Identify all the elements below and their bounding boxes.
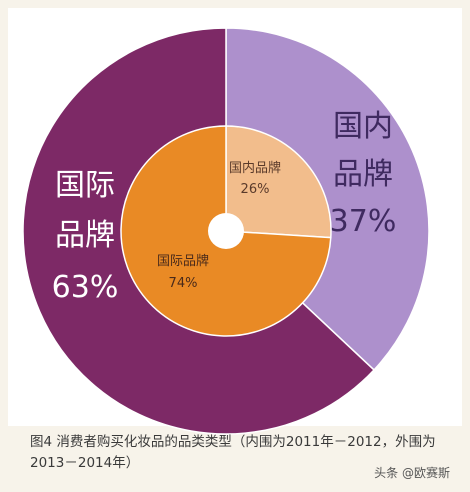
outer-intl-name-line2: 品牌 <box>55 218 115 253</box>
outer-domestic-name-line1: 国内 <box>333 109 393 144</box>
inner-domestic-name: 国内品牌 <box>229 160 281 176</box>
outer-intl-percent: 63% <box>52 270 119 305</box>
inner-intl-percent: 74% <box>169 276 198 291</box>
outer-slice-0 <box>225 27 430 372</box>
center-hole <box>208 213 244 249</box>
inner-slice-0 <box>225 125 332 239</box>
outer-domestic-name-line2: 品牌 <box>333 157 393 192</box>
inner-domestic-percent: 26% <box>241 182 270 197</box>
watermark: 头条 @欧赛斯 <box>374 466 450 480</box>
figure-caption: 图4 消费者购买化妆品的品类类型（内围为2011年－2012，外围为2013－2… <box>30 434 436 471</box>
outer-domestic-percent: 37% <box>330 204 397 239</box>
inner-intl-name: 国际品牌 <box>157 253 209 269</box>
outer-intl-name-line1: 国际 <box>55 168 115 203</box>
